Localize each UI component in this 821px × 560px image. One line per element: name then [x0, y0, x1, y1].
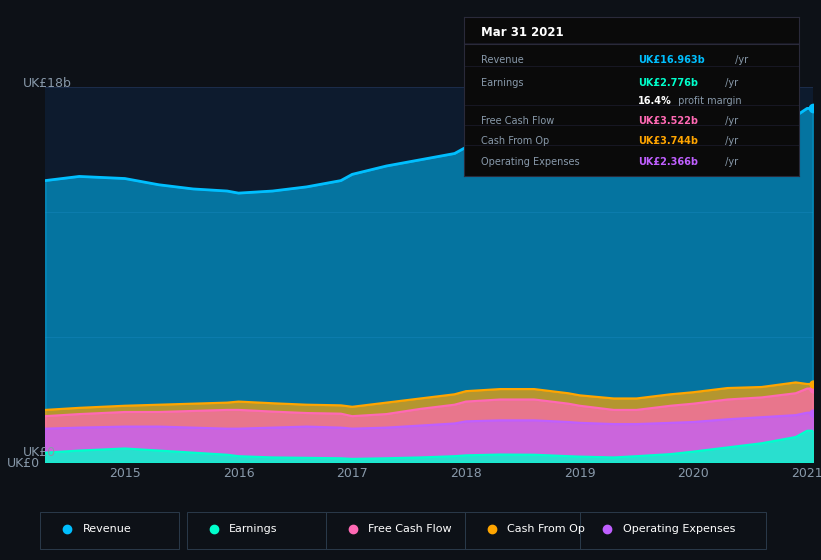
- Text: /yr: /yr: [722, 136, 739, 146]
- Text: Cash From Op: Cash From Op: [507, 524, 585, 534]
- Text: Operating Expenses: Operating Expenses: [480, 157, 580, 167]
- Text: UK£18b: UK£18b: [23, 77, 72, 90]
- Text: /yr: /yr: [722, 116, 739, 127]
- Text: UK£3.522b: UK£3.522b: [638, 116, 698, 127]
- Text: Free Cash Flow: Free Cash Flow: [480, 116, 554, 127]
- Text: 16.4%: 16.4%: [638, 96, 672, 106]
- Text: Revenue: Revenue: [82, 524, 131, 534]
- Text: Revenue: Revenue: [480, 55, 523, 65]
- Text: profit margin: profit margin: [675, 96, 741, 106]
- Text: /yr: /yr: [722, 78, 739, 88]
- Text: Earnings: Earnings: [229, 524, 277, 534]
- Text: UK£2.366b: UK£2.366b: [638, 157, 698, 167]
- Text: UK£2.776b: UK£2.776b: [638, 78, 698, 88]
- Text: UK£16.963b: UK£16.963b: [638, 55, 704, 65]
- Text: Earnings: Earnings: [480, 78, 523, 88]
- Text: Operating Expenses: Operating Expenses: [623, 524, 735, 534]
- Text: Cash From Op: Cash From Op: [480, 136, 549, 146]
- Text: UK£3.744b: UK£3.744b: [638, 136, 698, 146]
- Text: /yr: /yr: [732, 55, 748, 65]
- Text: UK£0: UK£0: [23, 446, 56, 459]
- Text: /yr: /yr: [722, 157, 739, 167]
- Text: Mar 31 2021: Mar 31 2021: [480, 26, 563, 39]
- Text: Free Cash Flow: Free Cash Flow: [368, 524, 452, 534]
